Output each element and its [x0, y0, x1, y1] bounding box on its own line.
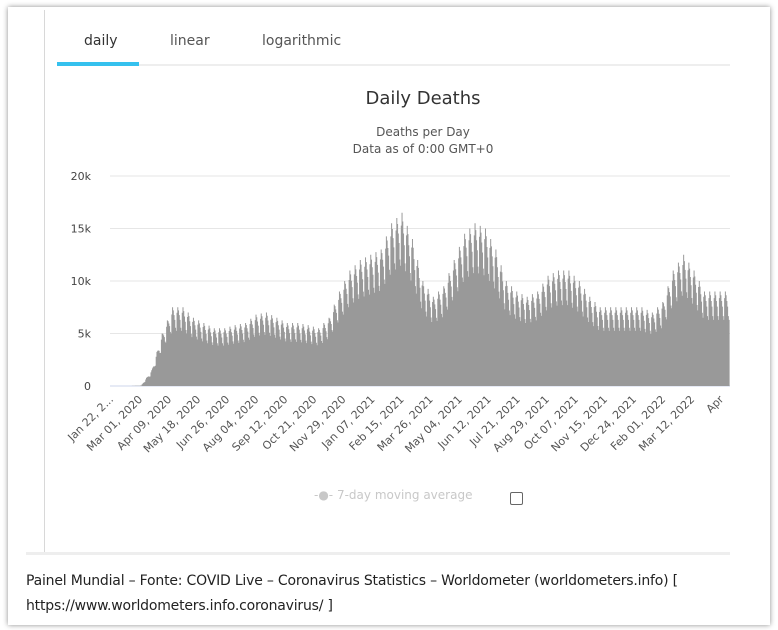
y-tick-label: 0 [84, 380, 91, 393]
legend-label: 7-day moving average [336, 488, 473, 502]
tab-logarithmic[interactable]: logarithmic [262, 33, 342, 49]
chart-title: Daily Deaths [365, 88, 481, 109]
chart-subtitle: Deaths per Day [376, 125, 470, 139]
legend-marker-icon: -●- [314, 488, 334, 502]
y-tick-label: 5k [78, 328, 92, 341]
divider [44, 10, 45, 555]
y-tick-label: 20k [71, 170, 92, 183]
tab-linear[interactable]: linear [170, 33, 210, 49]
caption-line-2: https://www.worldometers.info.coronaviru… [26, 598, 333, 614]
bottom-separator [26, 552, 730, 555]
chart-subtitle-2: Data as of 0:00 GMT+0 [352, 142, 494, 156]
chart-tabs: daily linear logarithmic [57, 30, 730, 66]
caption-line-1: Painel Mundial – Fonte: COVID Live – Cor… [26, 573, 678, 589]
y-tick-label: 10k [71, 275, 92, 288]
tab-daily[interactable]: daily [84, 33, 118, 49]
moving-average-checkbox[interactable] [510, 492, 523, 505]
active-tab-indicator [57, 62, 139, 66]
x-tick-label: Apr [704, 393, 727, 416]
legend-item-moving-average[interactable]: -●- 7-day moving average [314, 488, 472, 502]
daily-deaths-bars [131, 212, 730, 386]
y-tick-label: 15k [71, 223, 92, 236]
